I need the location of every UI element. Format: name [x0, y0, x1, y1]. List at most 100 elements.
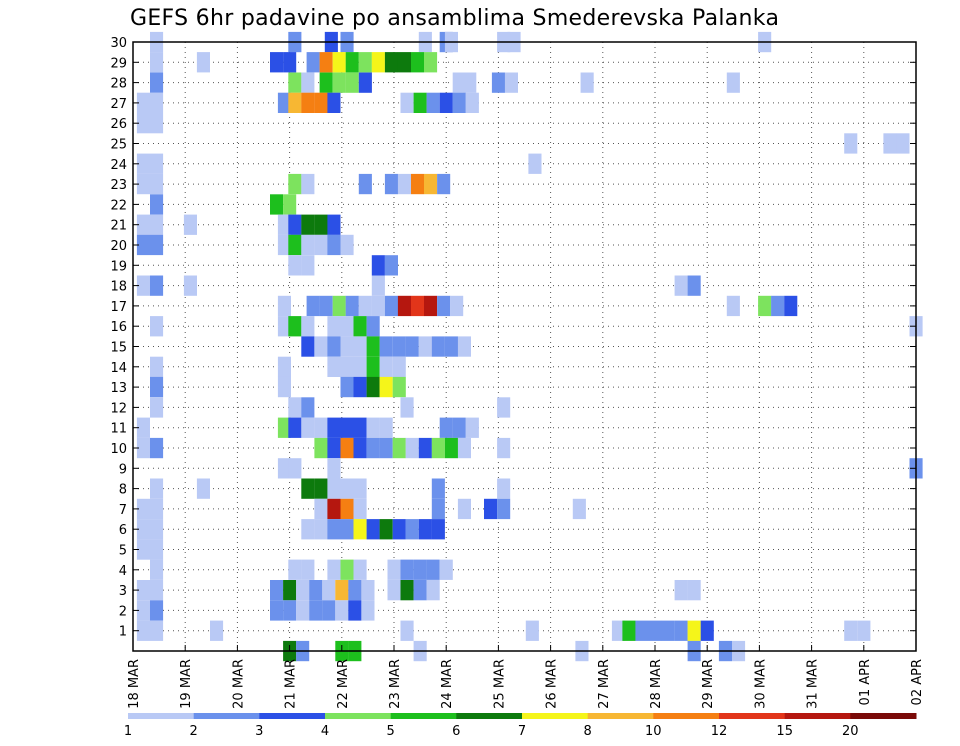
heatmap-cell — [314, 234, 328, 256]
x-tick-label: 21 MAR — [284, 659, 299, 709]
heatmap-cell — [844, 133, 858, 154]
heatmap-cell — [431, 498, 445, 520]
heatmap-cell — [314, 92, 328, 113]
heatmap-cell — [452, 417, 466, 438]
heatmap-cell — [661, 620, 675, 641]
x-tick-label: 19 MAR — [179, 659, 194, 709]
heatmap-cell — [301, 519, 315, 540]
heatmap-cell — [319, 72, 333, 93]
heatmap-cell — [319, 295, 333, 317]
heatmap-cell — [314, 336, 328, 357]
heatmap-cell — [726, 72, 740, 93]
colorbar-swatch — [325, 713, 392, 719]
colorbar-label: 5 — [387, 724, 395, 739]
heatmap-cell — [136, 173, 150, 195]
heatmap-cell — [136, 214, 150, 235]
heatmap-cell — [353, 417, 367, 438]
heatmap-cell — [580, 72, 594, 93]
y-tick-label: 14 — [110, 361, 127, 376]
y-tick-label: 16 — [110, 320, 127, 335]
heatmap-cell — [136, 92, 150, 113]
x-tick-label: 30 MAR — [753, 659, 768, 709]
colorbar-label: 20 — [842, 724, 859, 739]
colorbar-label: 15 — [776, 724, 793, 739]
heatmap-cell — [150, 519, 164, 540]
heatmap-cell — [457, 336, 471, 357]
colorbar-swatch — [193, 713, 260, 719]
heatmap-cell — [497, 498, 511, 520]
heatmap-cell — [150, 275, 164, 296]
heatmap-cell — [611, 620, 625, 641]
heatmap-cell — [348, 600, 362, 621]
heatmap-cell — [525, 620, 539, 641]
y-tick-label: 30 — [110, 36, 127, 51]
heatmap-cell — [497, 437, 511, 459]
heatmap-cell — [327, 92, 341, 113]
heatmap-cell — [340, 356, 354, 377]
heatmap-cell — [136, 580, 150, 601]
heatmap-cell — [366, 336, 380, 357]
heatmap-cell — [301, 255, 315, 276]
heatmap-cell — [306, 52, 320, 73]
heatmap-cell — [353, 316, 367, 337]
heatmap-cell — [392, 356, 406, 377]
heatmap-cell — [332, 295, 346, 317]
heatmap-cell — [150, 478, 164, 499]
heatmap-cell — [136, 153, 150, 174]
heatmap-cell — [465, 417, 479, 438]
colorbar-label: 1 — [124, 724, 132, 739]
heatmap-cell — [288, 72, 302, 93]
heatmap-cell — [405, 519, 419, 540]
heatmap-cell — [277, 295, 291, 317]
heatmap-cell — [150, 214, 164, 235]
x-tick-label: 27 MAR — [597, 659, 612, 709]
heatmap-cell — [340, 478, 354, 499]
y-tick-label: 1 — [119, 625, 127, 640]
heatmap-cell — [426, 559, 440, 580]
heatmap-cell — [353, 356, 367, 377]
heatmap-cell — [484, 498, 498, 520]
heatmap-cell — [387, 580, 401, 601]
heatmap-cell — [392, 519, 406, 540]
heatmap-cell — [379, 356, 393, 377]
heatmap-cell — [437, 173, 451, 195]
y-tick-label: 25 — [110, 138, 127, 153]
heatmap-cell — [504, 72, 518, 93]
heatmap-cell — [674, 620, 688, 641]
heatmap-cell — [150, 194, 164, 215]
heatmap-cell — [301, 72, 315, 93]
heatmap-cell — [277, 92, 291, 113]
heatmap-cell — [572, 498, 586, 520]
colorbar-swatch — [128, 713, 195, 719]
heatmap-cell — [288, 417, 302, 438]
colorbar-swatch — [784, 713, 851, 719]
heatmap-cell — [771, 295, 785, 317]
colorbar-label: 10 — [645, 724, 662, 739]
y-tick-label: 20 — [110, 239, 127, 254]
colorbar-swatch — [719, 713, 786, 719]
heatmap-cell — [136, 498, 150, 520]
heatmap-cell — [431, 336, 445, 357]
heatmap-cell — [301, 397, 315, 418]
x-tick-label: 24 MAR — [440, 659, 455, 709]
heatmap-cell — [844, 620, 858, 641]
heatmap-cell — [309, 600, 323, 621]
y-tick-label: 19 — [110, 259, 127, 274]
heatmap-cell — [150, 72, 164, 93]
heatmap-cell — [277, 356, 291, 377]
y-tick-label: 6 — [119, 523, 127, 538]
heatmap-cell — [418, 519, 432, 540]
heatmap-cell — [319, 52, 333, 73]
heatmap-cell — [424, 295, 438, 317]
heatmap-cell — [424, 52, 438, 73]
heatmap-cell — [883, 133, 897, 154]
heatmap-cell — [288, 255, 302, 276]
heatmap-cell — [384, 173, 398, 195]
heatmap-cell — [288, 316, 302, 337]
heatmap-cell — [314, 417, 328, 438]
heatmap-cell — [411, 52, 425, 73]
heatmap-cell — [335, 600, 349, 621]
heatmap-cell — [700, 620, 714, 641]
heatmap-cell — [270, 52, 284, 73]
heatmap-cell — [301, 336, 315, 357]
